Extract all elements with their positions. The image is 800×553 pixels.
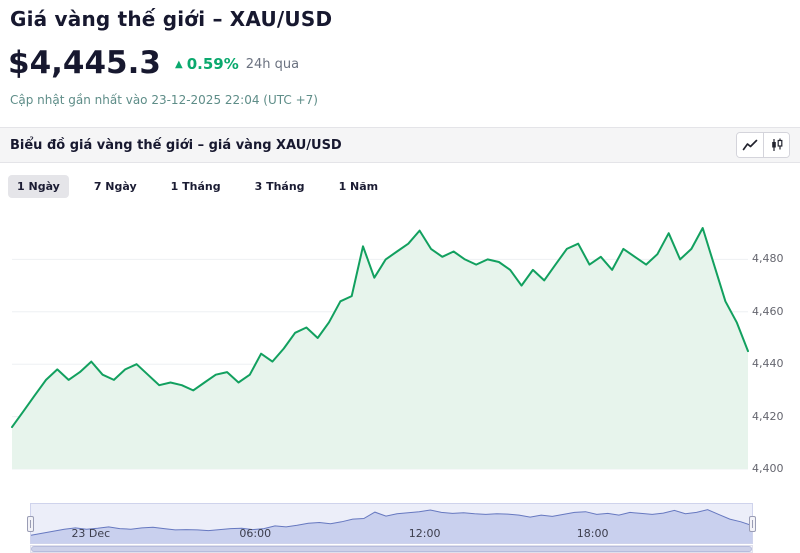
tab-7-ngay[interactable]: 7 Ngày <box>93 180 137 193</box>
candlestick-icon[interactable] <box>763 133 789 157</box>
chart-navigator[interactable]: 23 Dec 06:00 12:00 18:00 <box>27 503 756 544</box>
navigator-right-handle[interactable] <box>749 516 756 532</box>
tab-3-thang[interactable]: 3 Tháng <box>254 180 305 193</box>
tab-1-nam[interactable]: 1 Năm <box>338 180 379 193</box>
line-chart-icon[interactable] <box>737 133 763 157</box>
last-updated-text: Cập nhật gần nhất vào 23-12-2025 22:04 (… <box>10 93 318 107</box>
chart-scrollbar-thumb[interactable] <box>31 546 752 552</box>
y-axis: 4,480 4,460 4,440 4,420 4,400 <box>752 203 800 493</box>
price-line-chart[interactable] <box>0 203 800 493</box>
arrow-up-icon: ▲ <box>174 58 183 70</box>
navigator-time-label: 18:00 <box>576 527 609 540</box>
navigator-time-label: 06:00 <box>239 527 272 540</box>
range-tabs: 1 Ngày 7 Ngày 1 Tháng 3 Tháng 1 Năm <box>8 175 387 198</box>
chart-scrollbar[interactable] <box>30 545 753 553</box>
y-axis-label: 4,480 <box>752 252 784 266</box>
price-change: ▲ 0.59% 24h qua <box>175 55 299 73</box>
price-chart[interactable]: 4,480 4,460 4,440 4,420 4,400 <box>0 203 800 493</box>
chart-panel-header: Biểu đồ giá vàng thế giới – giá vàng XAU… <box>0 127 800 163</box>
y-axis-label: 4,400 <box>752 462 784 475</box>
y-axis-label: 4,460 <box>752 304 784 318</box>
page-title: Giá vàng thế giới – XAU/USD <box>10 7 333 31</box>
chart-panel-title: Biểu đồ giá vàng thế giới – giá vàng XAU… <box>10 137 342 153</box>
chart-type-switcher <box>736 132 790 158</box>
y-axis-label: 4,420 <box>752 409 784 423</box>
y-axis-label: 4,440 <box>752 357 784 371</box>
tab-1-ngay[interactable]: 1 Ngày <box>8 175 69 198</box>
change-period-label: 24h qua <box>245 56 300 72</box>
navigator-left-handle[interactable] <box>27 516 34 532</box>
change-percent: 0.59% <box>186 55 239 74</box>
tab-1-thang[interactable]: 1 Tháng <box>170 180 221 193</box>
navigator-time-label: 12:00 <box>408 527 441 540</box>
navigator-time-label: 23 Dec <box>71 527 111 540</box>
price-header: $4,445.3 ▲ 0.59% 24h qua <box>8 46 299 80</box>
current-price: $4,445.3 <box>8 45 161 81</box>
navigator-mini-chart[interactable] <box>31 504 752 543</box>
